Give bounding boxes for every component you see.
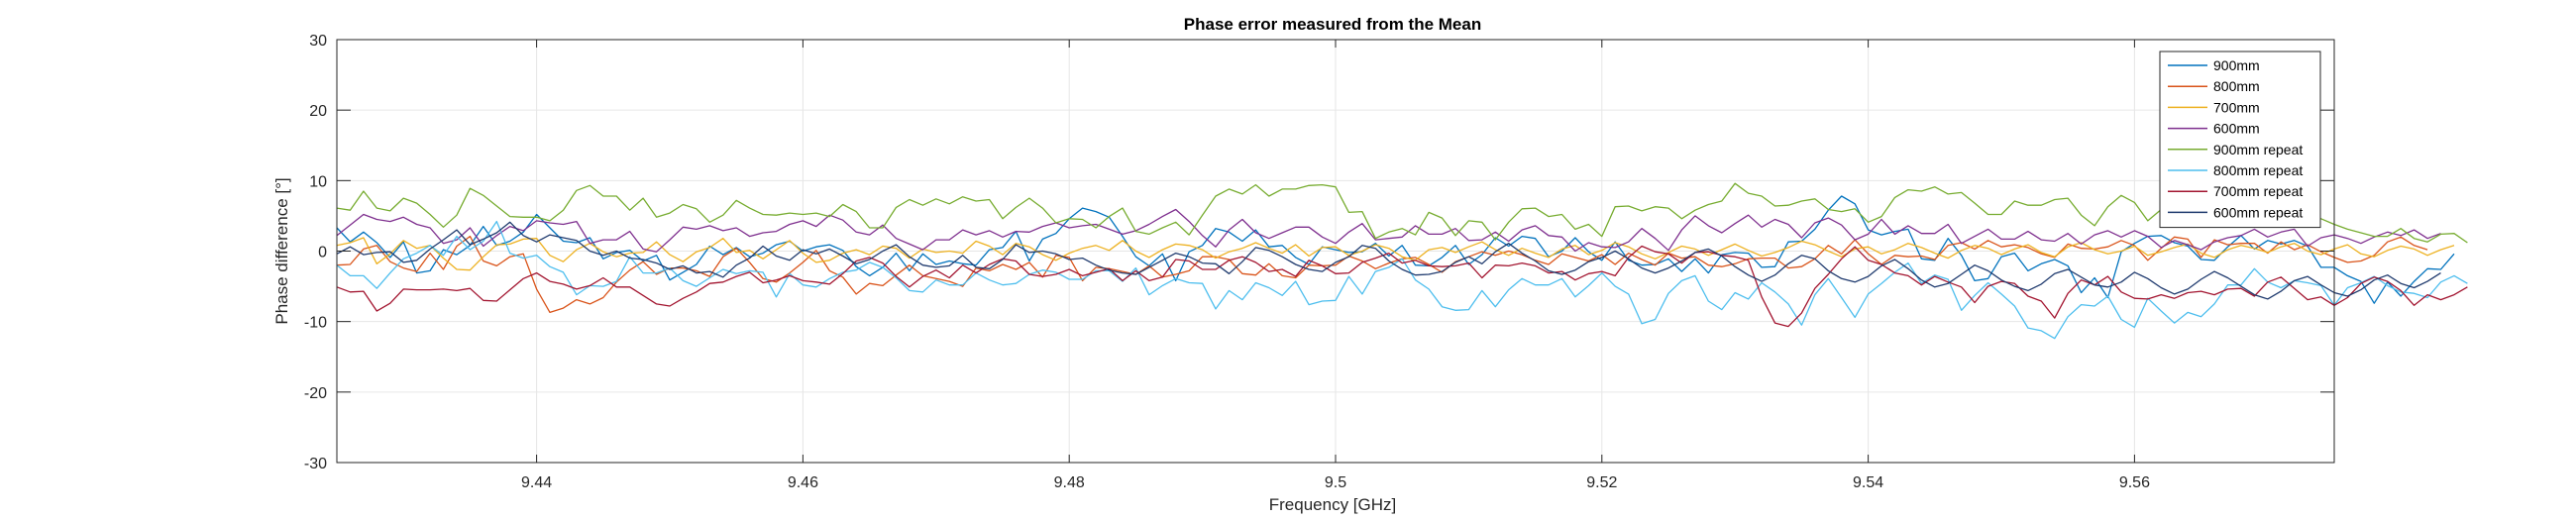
series-line-700mm [336, 237, 2455, 271]
grid [337, 40, 2334, 463]
x-tick-label: 9.54 [1853, 474, 1883, 491]
x-tick-label: 9.48 [1054, 474, 1085, 491]
legend-label-800mm: 800mm [2213, 78, 2260, 94]
tick-labels: 9.44 9.46 9.48 9.5 9.52 9.54 9.56 -30 -20 -10 0 10 2… [304, 33, 2150, 491]
y-tick-label: 20 [309, 103, 327, 120]
series-line-600mm-repeat [336, 221, 2441, 300]
chart-title: Phase error measured from the Mean [1184, 15, 1481, 34]
y-tick-label: -10 [304, 315, 327, 332]
legend-label-900mm-repeat: 900mm repeat [2213, 142, 2303, 157]
legend-box [2159, 51, 2321, 229]
ticks [337, 39, 2334, 464]
series-line-900mm [336, 195, 2455, 304]
legend-label-700mm: 700mm [2213, 99, 2260, 115]
series-line-600mm [336, 208, 2441, 253]
legend-label-700mm-repeat: 700mm repeat [2213, 183, 2303, 199]
series-line-800mm-repeat [336, 220, 2468, 340]
legend: 900mm 800mm 700mm 600mm 900mm repeat 800mm re… [2159, 51, 2321, 229]
y-tick-label: 30 [309, 33, 327, 50]
x-tick-label: 9.5 [1325, 474, 1346, 491]
series-layer [336, 145, 2468, 340]
legend-label-800mm-repeat: 800mm repeat [2213, 162, 2303, 178]
y-tick-label: 10 [309, 173, 327, 190]
y-tick-label: -20 [304, 385, 327, 402]
x-axis-label: Frequency [GHz] [1269, 495, 1397, 514]
x-tick-label: 9.52 [1586, 474, 1617, 491]
x-tick-label: 9.56 [2119, 474, 2150, 491]
series-line-700mm-repeat [336, 245, 2468, 328]
x-tick-label: 9.44 [521, 474, 552, 491]
y-tick-label: 0 [318, 245, 327, 261]
y-tick-label: -30 [304, 456, 327, 472]
series-line-800mm [336, 235, 2428, 314]
legend-label-600mm: 600mm [2213, 121, 2260, 137]
y-axis-label: Phase difference [°] [272, 177, 291, 324]
x-tick-label: 9.46 [788, 474, 818, 491]
legend-label-900mm: 900mm [2213, 57, 2260, 73]
series-line-900mm-repeat [336, 145, 2468, 244]
legend-label-600mm-repeat: 600mm repeat [2213, 204, 2303, 220]
